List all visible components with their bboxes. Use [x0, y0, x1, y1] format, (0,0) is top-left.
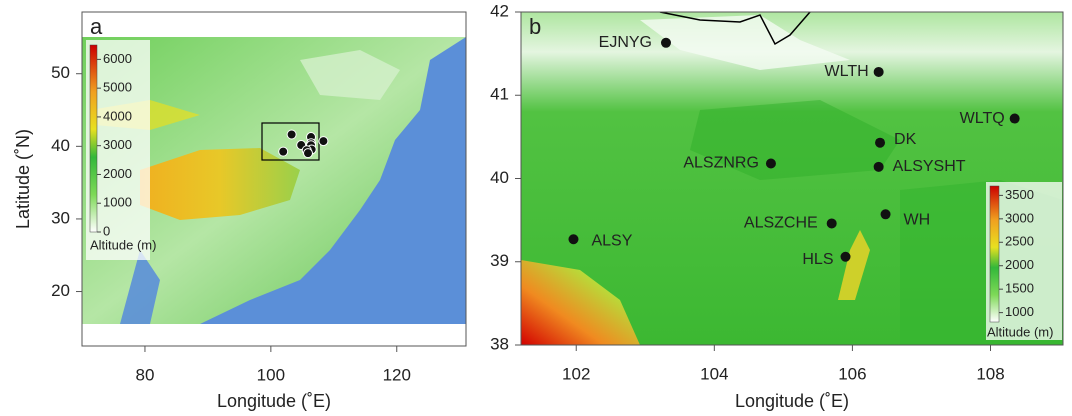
- station-label: HLS: [802, 251, 833, 268]
- station: [880, 209, 891, 220]
- station-label: ALSZNRG: [683, 155, 759, 172]
- x-tick-label: 104: [700, 364, 728, 383]
- station-label: DK: [894, 131, 917, 148]
- colorbar-tick-label: 4000: [103, 108, 132, 123]
- y-axis-label: Latitude (˚N): [13, 129, 33, 229]
- station-label: ALSY: [591, 232, 632, 249]
- colorbar-tick-label: 3000: [1005, 210, 1034, 225]
- colorbar-label: Altitude (m): [90, 237, 156, 252]
- x-tick-label: 100: [257, 365, 285, 384]
- station: [873, 161, 884, 172]
- colorbar-tick-label: 2500: [1005, 234, 1034, 249]
- colorbar: [89, 44, 98, 233]
- station: [318, 136, 329, 147]
- x-tick-label: 120: [383, 365, 411, 384]
- station-label: WLTH: [825, 63, 869, 80]
- station: [873, 66, 884, 77]
- y-tick-label: 40: [51, 136, 70, 155]
- x-axis-label: Longitude (˚E): [217, 391, 331, 411]
- station: [302, 148, 313, 159]
- station: [840, 251, 851, 262]
- station-label: ALSZCHE: [744, 215, 818, 232]
- x-tick-label: 108: [976, 364, 1004, 383]
- station: [660, 37, 671, 48]
- station-label: ALSYSHT: [893, 158, 966, 175]
- x-tick-label: 80: [135, 365, 154, 384]
- y-tick-label: 30: [51, 208, 70, 227]
- y-tick-label: 20: [51, 281, 70, 300]
- y-tick-label: 38: [490, 334, 509, 353]
- station: [765, 158, 776, 169]
- colorbar-tick-label: 1500: [1005, 281, 1034, 296]
- colorbar-tick-label: 5000: [103, 80, 132, 95]
- colorbar-tick-label: 3000: [103, 137, 132, 152]
- x-axis-label: Longitude (˚E): [735, 391, 849, 411]
- station-label: EJNYG: [599, 34, 652, 51]
- colorbar-label: Altitude (m): [987, 324, 1053, 339]
- x-tick-label: 106: [838, 364, 866, 383]
- y-tick-label: 40: [490, 168, 509, 187]
- y-tick-label: 50: [51, 63, 70, 82]
- station: [568, 234, 579, 245]
- colorbar-tick-label: 1000: [1005, 304, 1034, 319]
- station: [278, 146, 289, 157]
- frame-a: [81, 11, 467, 347]
- colorbar-tick-label: 6000: [103, 51, 132, 66]
- colorbar-tick-label: 3500: [1005, 187, 1034, 202]
- colorbar-tick-label: 2000: [1005, 257, 1034, 272]
- station: [875, 137, 886, 148]
- y-tick-label: 39: [490, 251, 509, 270]
- colorbar-tick-label: 2000: [103, 166, 132, 181]
- station-label: WLTQ: [960, 110, 1005, 127]
- map-b: [521, 12, 1063, 345]
- colorbar-tick-label: 0: [103, 223, 110, 238]
- y-tick-label: 41: [490, 85, 509, 104]
- station: [826, 218, 837, 229]
- station: [286, 129, 297, 140]
- y-tick-label: 42: [490, 1, 509, 20]
- x-tick-label: 102: [562, 364, 590, 383]
- station: [1009, 113, 1020, 124]
- panel-label: b: [529, 14, 541, 39]
- colorbar-tick-label: 1000: [103, 195, 132, 210]
- colorbar: [989, 185, 1000, 323]
- station-label: WH: [904, 212, 931, 229]
- panel-label: a: [90, 14, 103, 39]
